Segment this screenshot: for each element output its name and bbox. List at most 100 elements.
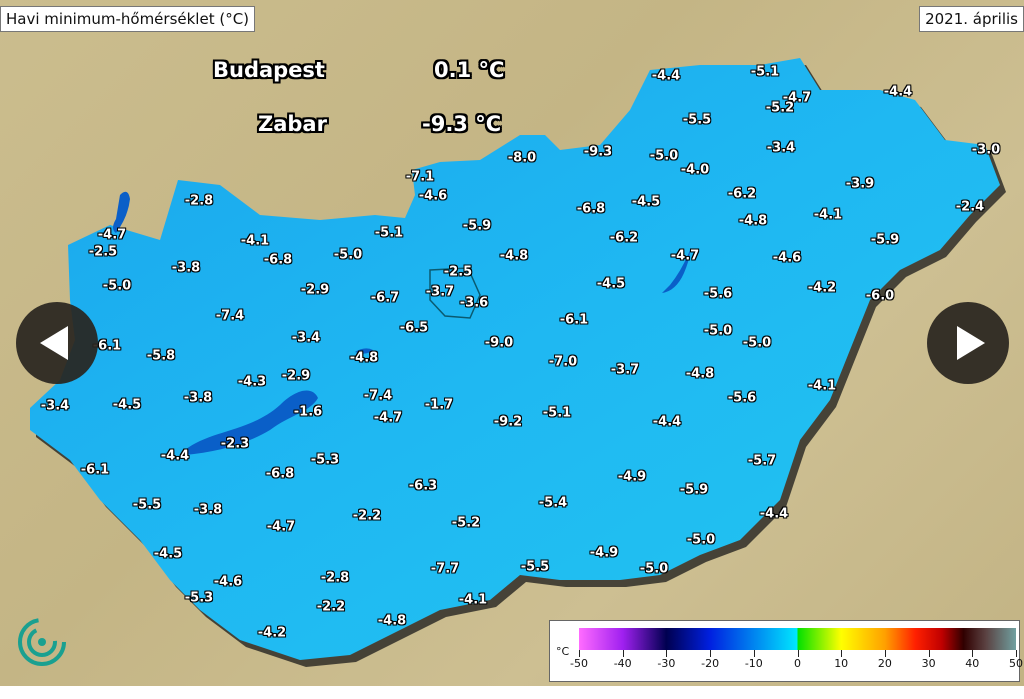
legend-tick bbox=[710, 650, 712, 657]
station-value: -3.4 bbox=[766, 140, 796, 156]
station-value: -6.3 bbox=[408, 478, 438, 494]
station-value: -5.2 bbox=[451, 515, 481, 531]
legend-tick-label: -40 bbox=[613, 657, 632, 670]
legend-tick bbox=[841, 650, 843, 657]
station-value: -5.5 bbox=[132, 497, 162, 513]
station-value: -1.7 bbox=[424, 397, 454, 413]
station-value: -2.2 bbox=[352, 508, 382, 524]
station-value: -2.5 bbox=[88, 244, 118, 260]
station-value: -3.8 bbox=[171, 260, 201, 276]
min-station-value: -9.3 °C bbox=[422, 112, 502, 136]
station-value: -4.1 bbox=[813, 207, 843, 223]
station-value: -2.2 bbox=[316, 599, 346, 615]
legend-tick-label: 20 bbox=[877, 657, 892, 670]
station-value: -5.9 bbox=[870, 232, 900, 248]
station-value: -6.7 bbox=[370, 290, 400, 306]
station-value: -5.0 bbox=[639, 561, 669, 577]
station-value: -4.4 bbox=[651, 68, 681, 84]
station-value: -6.8 bbox=[265, 466, 295, 482]
station-value: -5.1 bbox=[542, 405, 572, 421]
station-value: -5.5 bbox=[682, 112, 712, 128]
station-value: -5.0 bbox=[703, 323, 733, 339]
station-value: -4.6 bbox=[418, 188, 448, 204]
station-value: -5.0 bbox=[649, 148, 679, 164]
station-value: -6.8 bbox=[576, 201, 606, 217]
station-value: -4.6 bbox=[772, 250, 802, 266]
legend-tick bbox=[753, 650, 755, 657]
station-value: -3.7 bbox=[425, 284, 455, 300]
station-value: -4.4 bbox=[652, 414, 682, 430]
legend-tick bbox=[928, 650, 930, 657]
station-value: -2.5 bbox=[443, 264, 473, 280]
next-button[interactable] bbox=[927, 302, 1009, 384]
station-value: -4.5 bbox=[596, 276, 626, 292]
legend-tick bbox=[579, 650, 580, 657]
legend-tick-label: 0 bbox=[794, 657, 801, 670]
lake-balaton bbox=[185, 390, 318, 455]
station-value: -4.3 bbox=[237, 374, 267, 390]
legend-tick-label: 50 bbox=[1009, 657, 1023, 670]
legend-tick-label: -20 bbox=[701, 657, 720, 670]
station-value: -1.6 bbox=[293, 404, 323, 420]
lake-tisza bbox=[662, 250, 690, 293]
legend-tick bbox=[666, 650, 668, 657]
previous-button[interactable] bbox=[16, 302, 98, 384]
station-value: -5.0 bbox=[333, 247, 363, 263]
station-value: -4.8 bbox=[685, 366, 715, 382]
legend-unit: °C bbox=[556, 645, 570, 658]
station-value: -5.4 bbox=[538, 495, 568, 511]
station-value: -7.0 bbox=[548, 354, 578, 370]
legend-tick-label: -30 bbox=[657, 657, 676, 670]
station-value: -6.5 bbox=[399, 320, 429, 336]
station-value: -6.1 bbox=[92, 338, 122, 354]
legend-tick-label: 10 bbox=[834, 657, 849, 670]
station-value: -3.8 bbox=[183, 390, 213, 406]
color-legend: °C -50 -40 -30 -20 -10 0 10 20 30 40 50 bbox=[549, 620, 1023, 682]
station-value: -6.8 bbox=[263, 252, 293, 268]
station-value: -4.1 bbox=[458, 592, 488, 608]
legend-tick bbox=[972, 650, 974, 657]
station-value: -4.5 bbox=[112, 397, 142, 413]
station-value: -7.1 bbox=[405, 169, 435, 185]
station-value: -7.4 bbox=[363, 388, 393, 404]
station-value: -4.2 bbox=[807, 280, 837, 296]
station-value: -5.3 bbox=[310, 452, 340, 468]
station-value: -4.8 bbox=[349, 350, 379, 366]
station-value: -9.3 bbox=[583, 144, 613, 160]
station-value: -5.6 bbox=[703, 286, 733, 302]
station-value: -5.9 bbox=[679, 482, 709, 498]
station-value: -7.4 bbox=[215, 308, 245, 324]
legend-tick bbox=[622, 650, 624, 657]
chevron-right-icon bbox=[957, 326, 985, 360]
station-value: -4.7 bbox=[266, 519, 296, 535]
station-value: -4.5 bbox=[631, 194, 661, 210]
station-value: -3.6 bbox=[459, 295, 489, 311]
map-title: Havi minimum-hőmérséklet (°C) bbox=[0, 6, 256, 32]
station-value: -4.7 bbox=[670, 248, 700, 264]
legend-tick-label: -50 bbox=[570, 657, 588, 670]
map-date: 2021. április bbox=[919, 6, 1024, 32]
budapest-outline bbox=[429, 267, 481, 319]
country-area bbox=[30, 58, 1000, 660]
station-value: -4.1 bbox=[240, 233, 270, 249]
station-value: -3.4 bbox=[40, 398, 70, 414]
station-value: -7.7 bbox=[430, 561, 460, 577]
min-station-name: Zabar bbox=[258, 112, 327, 136]
station-value: -6.1 bbox=[559, 312, 589, 328]
station-value: -4.6 bbox=[213, 574, 243, 590]
legend-tick bbox=[797, 650, 799, 657]
station-value: -4.8 bbox=[738, 213, 768, 229]
max-station-value: 0.1 °C bbox=[434, 58, 505, 82]
station-value: -3.4 bbox=[291, 330, 321, 346]
station-value: -9.0 bbox=[484, 335, 514, 351]
station-value: -5.0 bbox=[686, 532, 716, 548]
legend-tick bbox=[884, 650, 886, 657]
chevron-left-icon bbox=[40, 326, 68, 360]
station-value: -3.8 bbox=[193, 502, 223, 518]
station-value: -4.4 bbox=[160, 448, 190, 464]
station-value: -4.7 bbox=[373, 410, 403, 426]
station-value: -2.3 bbox=[220, 436, 250, 452]
station-value: -4.1 bbox=[807, 378, 837, 394]
